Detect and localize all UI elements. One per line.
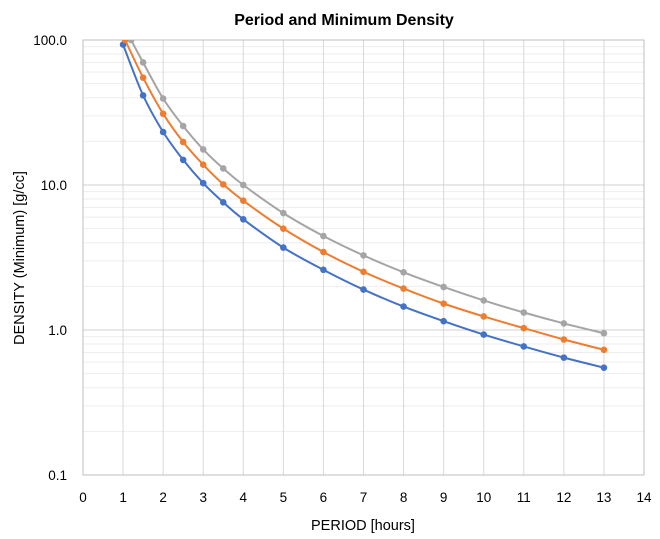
series-1-line [122, 44, 605, 369]
series-3-point [219, 165, 227, 172]
series-2-line [124, 40, 605, 351]
x-tick-label: 9 [440, 490, 448, 505]
series-1-point [179, 156, 187, 164]
x-tick-label: 4 [240, 490, 248, 505]
series-1-point [159, 128, 167, 136]
series-3-point [239, 181, 247, 189]
y-tick-label: 10.0 [41, 178, 67, 193]
series-2-point [280, 225, 287, 232]
series-1-point [560, 354, 568, 361]
plot-area-border [82, 39, 645, 476]
series-1-point [219, 198, 227, 206]
series-2-point [560, 336, 568, 343]
series-1-point [400, 303, 407, 310]
y-tick-label: 1.0 [48, 323, 67, 338]
x-axis-label: PERIOD [hours] [311, 518, 415, 534]
series-layer [119, 40, 608, 371]
y-tick-label: 0.1 [48, 468, 67, 483]
series-2-point [239, 197, 247, 204]
x-tick-label: 5 [280, 490, 288, 505]
series-1-point [280, 244, 287, 251]
series-2-point [199, 161, 207, 169]
series-1-point [440, 317, 447, 325]
series-3-point [139, 59, 147, 66]
grid [82, 39, 645, 476]
series-1-point [239, 216, 247, 223]
series-3-line [130, 40, 605, 335]
series-3-point [179, 122, 187, 130]
series-1-point [139, 92, 147, 99]
series-3-point [360, 252, 367, 259]
series-3-point [400, 268, 407, 276]
y-axis-label: DENSITY (Minimum) [g/cc] [12, 171, 28, 345]
series-3-point [440, 283, 447, 291]
x-tick-label: 12 [556, 490, 571, 505]
x-tick-label: 3 [199, 490, 207, 505]
series-3-point [560, 320, 568, 327]
series-3-point [320, 232, 327, 240]
series-1-point [320, 266, 327, 274]
x-tick-label: 7 [360, 490, 368, 505]
series-2-point [139, 74, 147, 81]
x-tick-label: 0 [79, 490, 87, 505]
x-tick-labels: 0 1 2 3 4 5 6 7 8 9 10 11 12 13 14 [79, 490, 652, 505]
series-2-point [480, 313, 488, 320]
series-3-point [520, 309, 528, 316]
series-1-point [520, 343, 528, 350]
series-2-point [360, 268, 367, 276]
series-3-point [159, 95, 167, 102]
series-3-point [480, 297, 488, 304]
series-2-point [121, 40, 129, 44]
x-tick-label: 8 [400, 490, 408, 505]
x-tick-label: 2 [159, 490, 167, 505]
series-1-point [199, 179, 207, 187]
series-3-point [600, 329, 608, 337]
series-1-point [480, 331, 488, 338]
x-tick-label: 10 [476, 490, 491, 505]
series-3-point [280, 209, 287, 217]
x-tick-label: 13 [596, 490, 611, 505]
y-tick-labels: 0.1 1.0 10.0 100.0 [33, 33, 67, 483]
series-1-point [600, 364, 608, 371]
x-tick-label: 1 [119, 490, 127, 505]
series-2-point [520, 324, 528, 332]
series-1-point [360, 286, 367, 293]
x-tick-label: 14 [636, 490, 652, 505]
series-2-point [400, 285, 407, 292]
series-2-point [179, 138, 187, 146]
y-tick-label: 100.0 [33, 33, 67, 48]
chart-title: Period and Minimum Density [234, 12, 454, 29]
x-tick-label: 6 [320, 490, 328, 505]
series-2-point [320, 248, 327, 256]
series-2-point [440, 300, 447, 307]
x-tick-label: 11 [517, 490, 531, 505]
series-3-point [199, 146, 207, 153]
series-2-point [219, 181, 227, 188]
series-2-point [159, 110, 167, 118]
series-3-point [127, 40, 135, 44]
series-2-point [600, 346, 608, 354]
